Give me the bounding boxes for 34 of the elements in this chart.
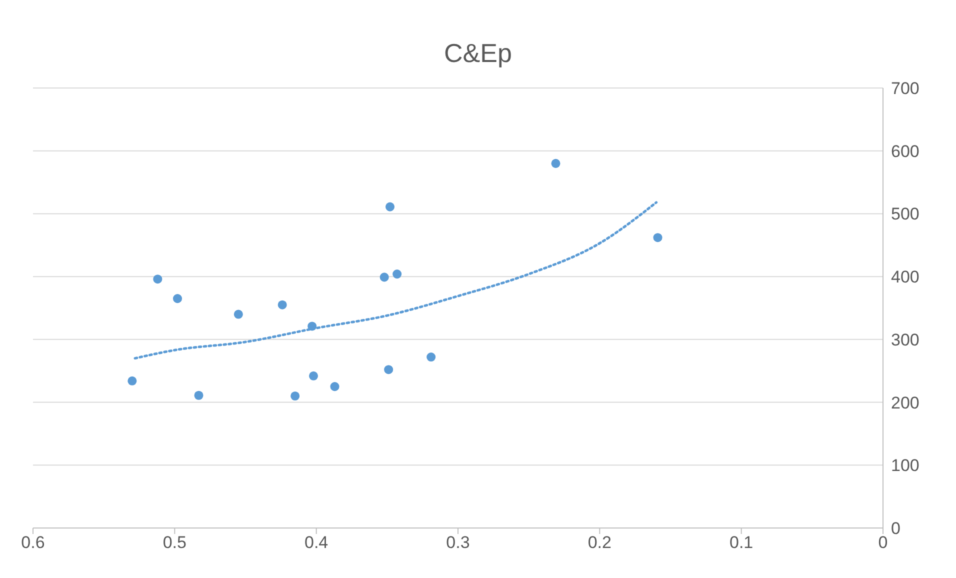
x-tick-label: 0.1 [730,533,754,552]
point [128,376,137,386]
point [308,371,318,380]
y-tick-label: 300 [891,330,920,350]
x-tick-label: 0.2 [588,533,612,552]
point [330,382,340,392]
point [290,391,300,401]
point [392,270,402,279]
point [551,158,560,168]
point [153,274,162,284]
point [380,272,389,282]
point [234,310,243,319]
point [653,233,662,242]
line-series [134,201,658,360]
point [308,322,317,331]
y-tick-label: 700 [891,79,920,98]
y-tick-label: 100 [891,456,920,476]
point [384,365,394,374]
point [278,300,287,310]
x-tick-label: 0.3 [446,533,470,552]
point [194,390,204,400]
x-tick-label: 0.4 [304,533,328,552]
x-tick-label: 0 [878,533,888,552]
y-tick-label: 0 [891,519,900,538]
y-tick-label: 500 [891,204,920,224]
point [385,202,395,212]
y-tick-label: 600 [891,142,920,161]
point [426,352,436,362]
point [172,294,182,304]
chart-title: C&Ep [443,37,513,70]
y-tick-label: 400 [891,268,920,287]
y-tick-label: 200 [891,393,920,412]
x-tick-label: 0.6 [21,533,45,552]
x-tick-label: 0.5 [162,533,186,552]
